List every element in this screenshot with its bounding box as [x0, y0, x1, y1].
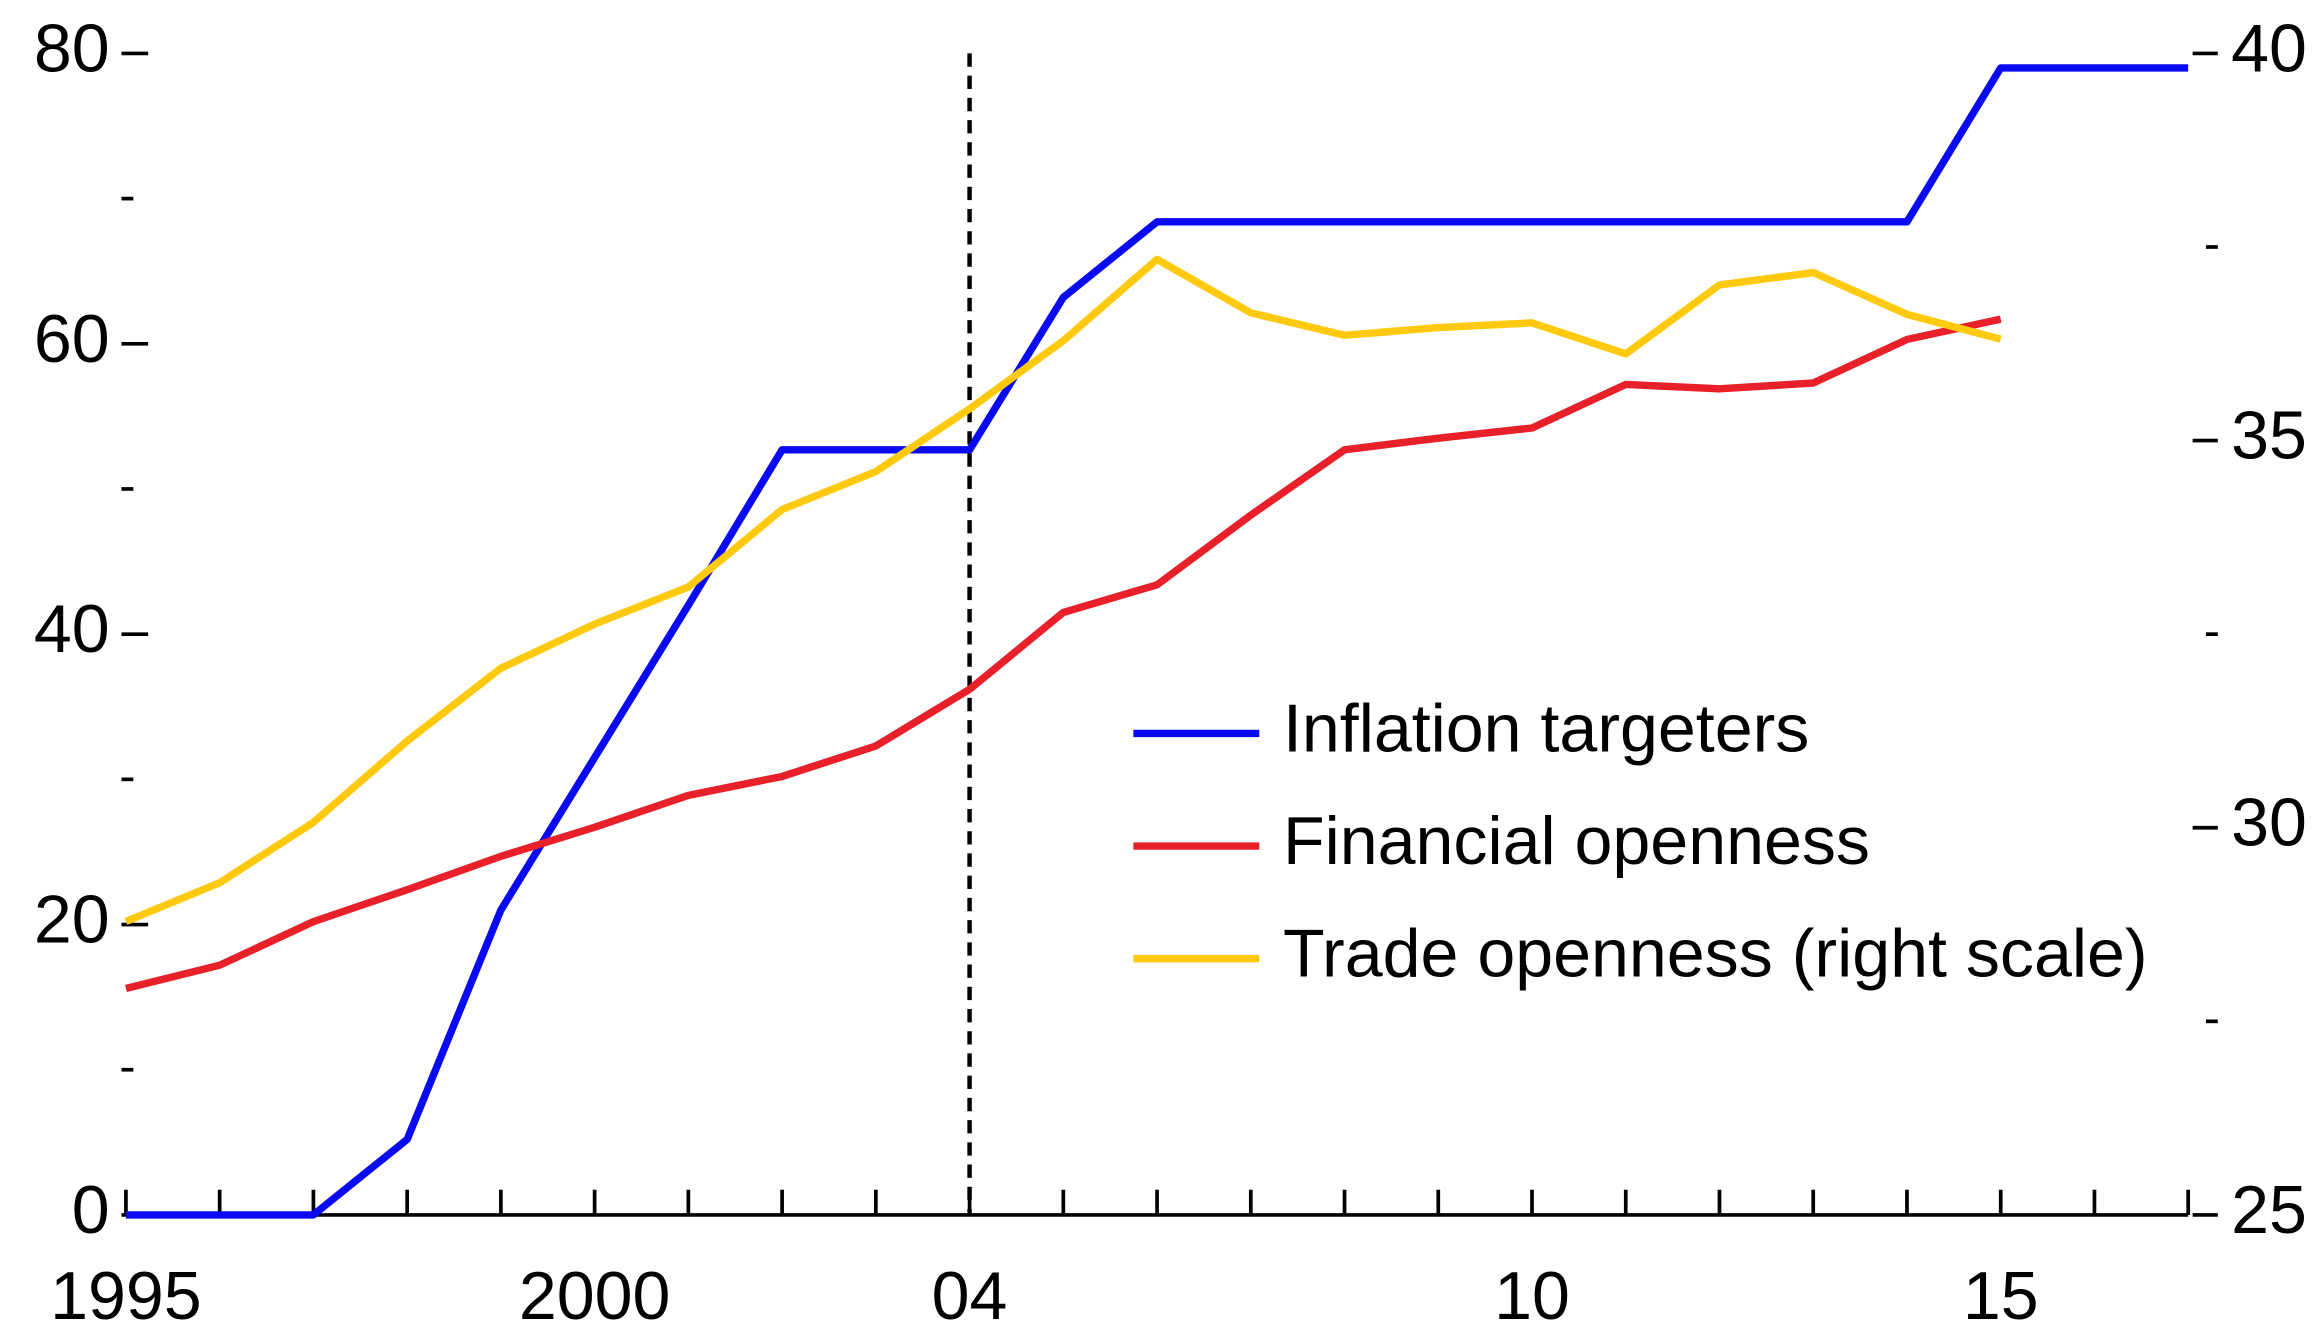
y-tick-label: 60: [34, 301, 110, 377]
x-tick-label: 04: [932, 1258, 1008, 1334]
series-line: [125, 64, 2189, 1219]
x-tick-label: 10: [1494, 1258, 1570, 1334]
legend-label: Inflation targeters: [1283, 690, 1809, 766]
legend-label: Financial openness: [1283, 803, 1870, 879]
x-tick-label: 1995: [50, 1258, 202, 1334]
y2-tick-label: 35: [2231, 398, 2307, 474]
legend-label: Trade openness (right scale): [1283, 916, 2148, 992]
x-tick-label: 2000: [519, 1258, 671, 1334]
y-tick-label: 80: [34, 10, 110, 86]
y-tick-label: 20: [34, 882, 110, 958]
y-tick-label: 40: [34, 591, 110, 667]
y2-tick-label: 40: [2231, 10, 2307, 86]
y2-tick-label: 25: [2231, 1172, 2307, 1248]
y2-tick-label: 30: [2231, 785, 2307, 861]
series-line: [125, 315, 2002, 993]
series-line: [124, 255, 2002, 925]
y-tick-label: 0: [72, 1172, 110, 1248]
x-tick-label: 15: [1963, 1258, 2039, 1334]
